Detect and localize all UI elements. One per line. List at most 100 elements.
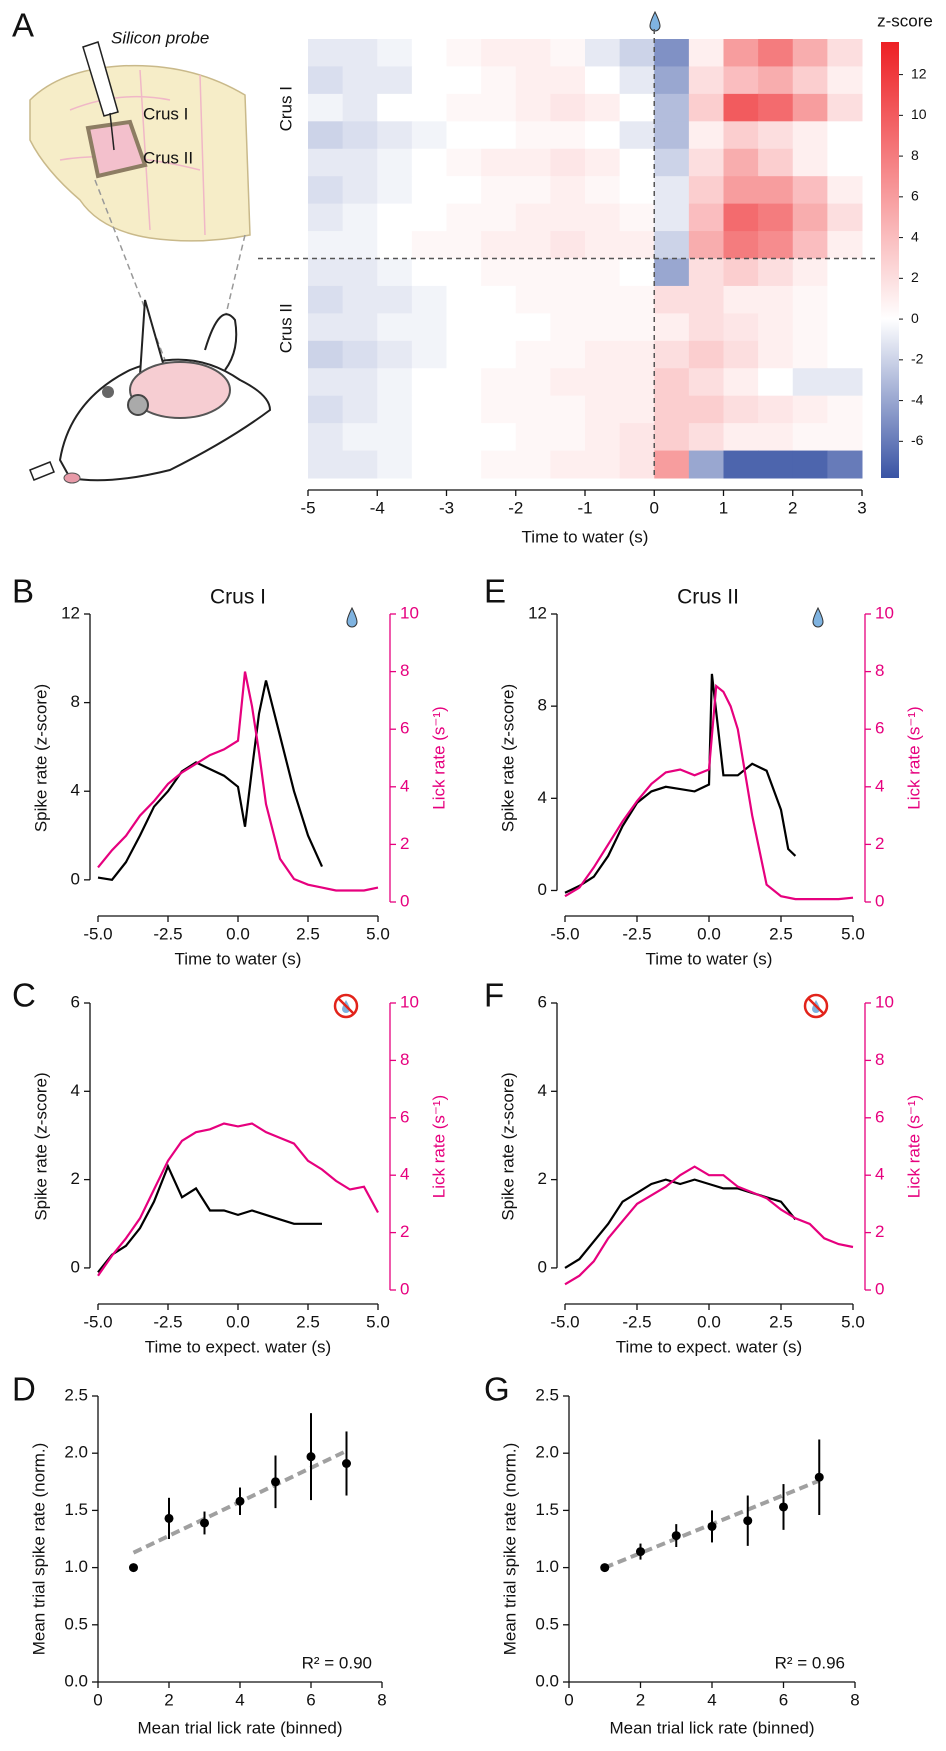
crus2-label: Crus II	[143, 148, 193, 167]
y-axis-label: Spike rate (z-score)	[498, 1072, 517, 1220]
y2-tick-label: 2	[875, 834, 884, 853]
heatmap-cell	[550, 148, 586, 177]
heatmap-cell	[550, 231, 586, 259]
heatmap-cell	[619, 340, 655, 369]
heatmap-cell	[377, 121, 413, 150]
group-label: Crus I	[276, 86, 295, 131]
series-line	[97, 680, 324, 881]
heatmap-cell	[550, 121, 586, 150]
heatmap-cell	[792, 340, 828, 369]
heatmap-cell	[758, 39, 794, 67]
y-tick-label: 6	[71, 992, 80, 1011]
heatmap-cell	[654, 423, 690, 452]
heatmap-cell	[723, 395, 759, 424]
y-tick-label: 0	[71, 869, 80, 888]
heatmap-cell	[585, 395, 621, 424]
heatmap-cell	[411, 285, 447, 314]
y2-tick-label: 4	[400, 776, 409, 795]
heatmap-cell	[446, 66, 482, 95]
y2-axis-label: Lick rate (s⁻¹)	[429, 706, 448, 809]
panel-label: F	[484, 977, 504, 1014]
heatmap-cell	[723, 258, 759, 287]
heatmap-cell	[515, 148, 551, 177]
y-tick-label: 1.5	[535, 1500, 559, 1519]
x-axis-label: Time to water (s)	[175, 949, 302, 968]
heatmap-cell	[515, 340, 551, 369]
heatmap-cell	[550, 66, 586, 95]
heatmap-cell	[481, 66, 517, 95]
y2-tick-label: 4	[400, 1165, 409, 1184]
heatmap-cell	[550, 423, 586, 452]
heatmap-cell	[308, 450, 344, 479]
data-point	[306, 1452, 316, 1462]
x-tick-label: 2.5	[296, 924, 320, 943]
heatmap-cell	[515, 121, 551, 150]
heatmap-cell	[515, 93, 551, 122]
heatmap-cell	[827, 148, 863, 177]
heatmap-cell	[515, 368, 551, 397]
heatmap-cell	[654, 231, 690, 259]
heatmap-cell	[619, 39, 655, 67]
heatmap-cell	[377, 66, 413, 95]
heatmap-cell	[377, 423, 413, 452]
heatmap-cell	[758, 231, 794, 259]
x-tick-label: 3	[857, 498, 866, 517]
heatmap-cell	[827, 39, 863, 67]
y2-tick-label: 0	[875, 891, 884, 910]
heatmap-cell	[723, 93, 759, 122]
heatmap-cell	[377, 258, 413, 287]
heatmap-cell	[308, 176, 344, 205]
heatmap-cell	[342, 148, 378, 177]
no-water-icon	[803, 993, 829, 1019]
heatmap-cell	[308, 395, 344, 424]
data-point	[636, 1547, 645, 1557]
series-line	[564, 683, 854, 901]
heatmap-cell	[308, 258, 344, 287]
heatmap-cell	[792, 203, 828, 232]
heatmap-cell	[515, 285, 551, 314]
heatmap-cell	[723, 176, 759, 205]
heatmap-cell	[654, 176, 690, 205]
heatmap-cell	[550, 450, 586, 479]
heatmap-cell	[515, 176, 551, 205]
y2-tick-label: 6	[400, 719, 409, 738]
heatmap-cell	[792, 39, 828, 67]
heatmap-cell	[377, 450, 413, 479]
heatmap-cell	[411, 450, 447, 479]
heatmap-cell	[688, 340, 724, 369]
heatmap-cell	[481, 368, 517, 397]
y-tick-label: 2.0	[64, 1443, 88, 1462]
heatmap-cell	[550, 395, 586, 424]
heatmap-cell	[827, 313, 863, 342]
y-tick-label: 0.5	[535, 1614, 559, 1633]
heatmap-cell	[792, 176, 828, 205]
water-drop-icon	[649, 10, 661, 32]
heatmap-cell	[481, 285, 517, 314]
heatmap-cell	[654, 258, 690, 287]
heatmap-cell	[446, 285, 482, 314]
series-line	[564, 673, 797, 894]
x-tick-label: -5.0	[550, 924, 579, 943]
y-tick-label: 6	[538, 992, 547, 1011]
heatmap-cell	[688, 39, 724, 67]
y-tick-label: 1.0	[64, 1557, 88, 1576]
heatmap-cell	[377, 231, 413, 259]
heatmap-cell	[481, 423, 517, 452]
series-line	[97, 1122, 379, 1277]
heatmap-cell	[619, 395, 655, 424]
y-axis-label: Mean trial spike rate (norm.)	[500, 1443, 519, 1656]
heatmap-cell	[758, 285, 794, 314]
y2-axis-label: Lick rate (s⁻¹)	[429, 1095, 448, 1198]
y2-tick-label: 10	[875, 603, 894, 622]
x-tick-label: -3	[439, 498, 454, 517]
heatmap-cell	[481, 121, 517, 150]
heatmap-cell	[723, 423, 759, 452]
heatmap-cell	[792, 231, 828, 259]
heatmap-cell	[411, 203, 447, 232]
y-tick-label: 4	[71, 781, 80, 800]
heatmap-cell	[342, 285, 378, 314]
heatmap-cell	[481, 258, 517, 287]
probe-label: Silicon probe	[111, 28, 209, 47]
x-tick-label: 6	[306, 1690, 315, 1709]
series-line	[97, 1163, 322, 1273]
